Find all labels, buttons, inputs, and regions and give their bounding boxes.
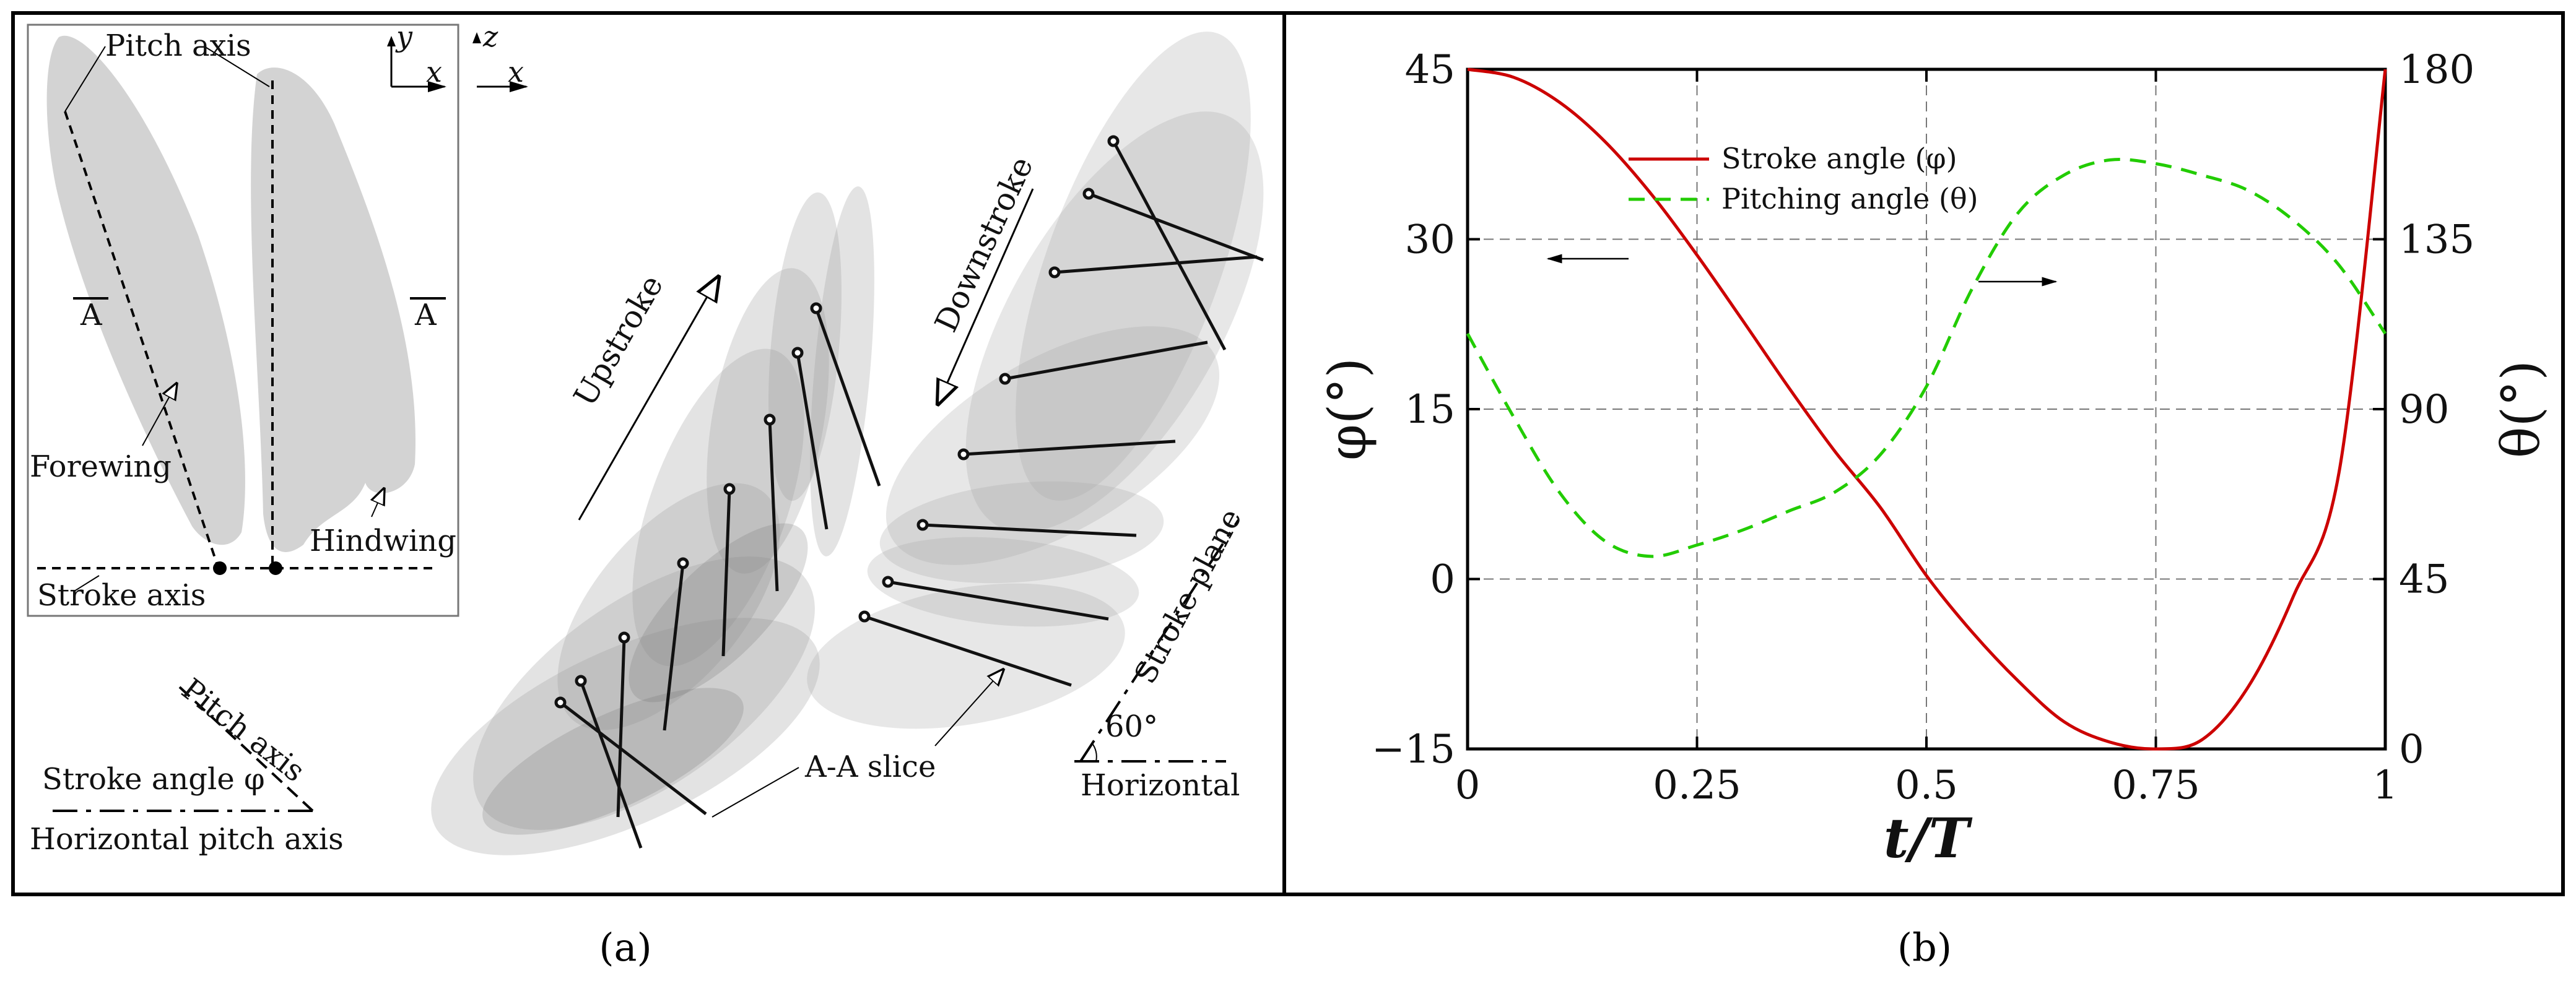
y-tick-label-left: 30 <box>1405 217 1455 263</box>
label-pitch-axis-top: Pitch axis <box>105 28 251 63</box>
x-tick-label: 0.25 <box>1653 763 1741 808</box>
chart-series <box>1466 67 2387 751</box>
chart-ylabel-right: θ(°) <box>2491 360 2551 458</box>
x-tick-label: 0.75 <box>2112 763 2200 808</box>
y-tick-label-left: −15 <box>1372 727 1455 772</box>
y-tick-label-right: 180 <box>2399 47 2474 93</box>
hindwing-shape <box>251 67 416 552</box>
label-horizontal: Horizontal <box>1081 768 1240 803</box>
aa-slice-chords <box>554 135 1264 849</box>
chart-xlabel: t/T <box>1884 806 1973 870</box>
x-tick-label: 0.5 <box>1895 763 1958 808</box>
label-y-axis: y <box>395 20 413 53</box>
wing-sequence-upstroke <box>431 186 874 855</box>
panel-divider <box>1282 11 1286 896</box>
x-tick-label: 0 <box>1455 763 1481 808</box>
inset-box <box>27 24 459 617</box>
forewing-shape <box>46 35 245 545</box>
chart-grid <box>1468 69 2385 749</box>
label-x-axis-2: x <box>508 55 524 89</box>
label-60-degrees: 60° <box>1105 709 1158 744</box>
downstroke-arrow <box>938 188 1034 404</box>
chart-ylabel-left: φ(°) <box>1317 358 1378 461</box>
legend-pitching-label: Pitching angle (θ) <box>1721 182 1978 215</box>
y-tick-label-right: 135 <box>2399 217 2474 263</box>
label-section-a-right: A <box>414 298 437 332</box>
y-tick-label-left: 15 <box>1405 387 1455 433</box>
caption-b: (b) <box>1897 925 1952 970</box>
y-tick-label-right: 45 <box>2399 557 2449 603</box>
label-section-a-left: A <box>80 298 103 332</box>
aa-slice-leader-2 <box>934 670 1003 746</box>
caption-a: (a) <box>599 925 651 970</box>
x-tick-label: 1 <box>2373 763 2398 808</box>
label-x-axis-1: x <box>426 55 442 89</box>
wing-sequence-downstroke <box>807 32 1264 729</box>
y-tick-label-left: 45 <box>1405 47 1455 93</box>
label-hindwing: Hindwing <box>310 524 456 558</box>
label-stroke-angle: Stroke angle φ <box>42 762 265 797</box>
label-horizontal-pitch-axis: Horizontal pitch axis <box>30 822 344 857</box>
label-forewing: Forewing <box>30 449 172 484</box>
aa-slice-leader <box>711 767 799 818</box>
y-tick-label-left: 0 <box>1430 557 1455 603</box>
series-stroke-angle-line <box>1467 67 2387 751</box>
legend-stroke-label: Stroke angle (φ) <box>1721 142 1957 175</box>
label-aa-slice: A-A slice <box>804 750 936 784</box>
panel-a-diagram: Pitch axis y x z x A A Forewing Hindwing… <box>27 20 1264 970</box>
series-pitching-angle-line <box>1466 157 2387 558</box>
label-z-axis: z <box>482 20 498 53</box>
y-tick-label-right: 0 <box>2399 727 2424 772</box>
label-stroke-axis: Stroke axis <box>37 578 206 613</box>
figure-frame <box>11 11 2565 896</box>
y-tick-label-right: 90 <box>2399 387 2449 433</box>
upstroke-arrow <box>578 277 718 521</box>
